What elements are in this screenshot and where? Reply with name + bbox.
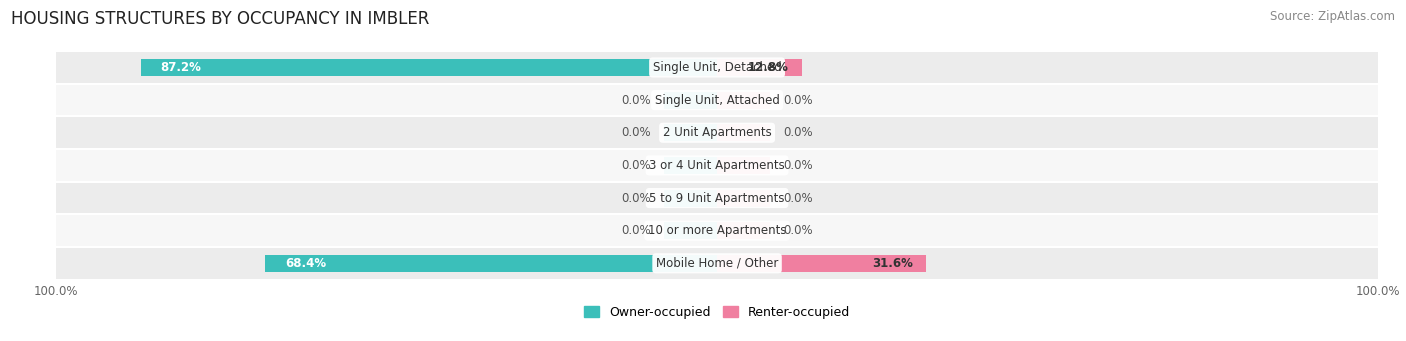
Bar <box>664 190 717 207</box>
Text: 0.0%: 0.0% <box>783 94 813 107</box>
Text: 87.2%: 87.2% <box>160 61 201 74</box>
Text: 0.0%: 0.0% <box>783 192 813 205</box>
Bar <box>56 149 1378 182</box>
Text: 0.0%: 0.0% <box>621 159 651 172</box>
Text: 31.6%: 31.6% <box>872 257 912 270</box>
Bar <box>664 157 717 174</box>
Text: Single Unit, Detached: Single Unit, Detached <box>652 61 782 74</box>
Text: Mobile Home / Other: Mobile Home / Other <box>655 257 779 270</box>
Bar <box>717 124 770 141</box>
Bar <box>664 124 717 141</box>
Bar <box>717 92 770 108</box>
Bar <box>717 157 770 174</box>
Bar <box>56 247 1378 280</box>
Text: Single Unit, Attached: Single Unit, Attached <box>655 94 779 107</box>
Text: 10 or more Apartments: 10 or more Apartments <box>648 224 786 237</box>
Text: Source: ZipAtlas.com: Source: ZipAtlas.com <box>1270 10 1395 23</box>
Text: 3 or 4 Unit Apartments: 3 or 4 Unit Apartments <box>650 159 785 172</box>
Bar <box>664 92 717 108</box>
Legend: Owner-occupied, Renter-occupied: Owner-occupied, Renter-occupied <box>579 301 855 324</box>
Bar <box>56 84 1378 116</box>
Text: 5 to 9 Unit Apartments: 5 to 9 Unit Apartments <box>650 192 785 205</box>
Text: 0.0%: 0.0% <box>783 159 813 172</box>
Text: 0.0%: 0.0% <box>621 126 651 139</box>
Text: HOUSING STRUCTURES BY OCCUPANCY IN IMBLER: HOUSING STRUCTURES BY OCCUPANCY IN IMBLE… <box>11 10 430 28</box>
Bar <box>717 190 770 207</box>
Bar <box>56 116 1378 149</box>
Text: 0.0%: 0.0% <box>783 224 813 237</box>
Text: 0.0%: 0.0% <box>783 126 813 139</box>
Bar <box>141 59 717 76</box>
Bar <box>56 51 1378 84</box>
Text: 0.0%: 0.0% <box>621 224 651 237</box>
Text: 12.8%: 12.8% <box>748 61 789 74</box>
Bar <box>56 182 1378 214</box>
Text: 2 Unit Apartments: 2 Unit Apartments <box>662 126 772 139</box>
Bar <box>266 255 717 272</box>
Bar <box>717 222 770 239</box>
Text: 68.4%: 68.4% <box>285 257 326 270</box>
Bar <box>664 222 717 239</box>
Text: 0.0%: 0.0% <box>621 192 651 205</box>
Bar <box>717 59 801 76</box>
Bar <box>717 255 927 272</box>
Text: 0.0%: 0.0% <box>621 94 651 107</box>
Bar <box>56 214 1378 247</box>
